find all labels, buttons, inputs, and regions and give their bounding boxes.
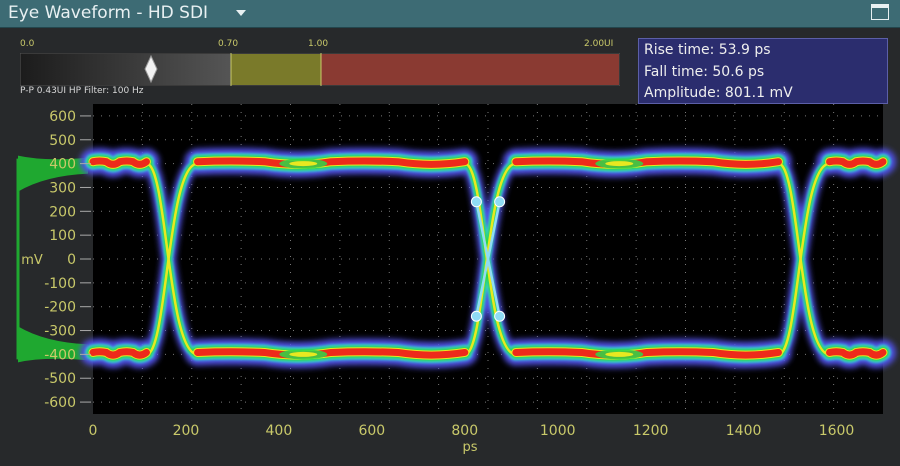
x-tick-label: 600: [358, 423, 385, 439]
x-tick-label: 800: [451, 423, 478, 439]
measurement-box: Rise time: 53.9 ps Fall time: 50.6 ps Am…: [638, 38, 888, 104]
jitter-info: P-P 0.43UI HP Filter: 100 Hz: [20, 86, 144, 96]
y-axis: 600 500 400 300 200 100 0 -100 -200 -300 -400 -500 -…: [44, 109, 91, 411]
y-tick-label: 100: [49, 228, 76, 244]
cursor-handle[interactable]: [470, 196, 482, 208]
x-tick-label: 1000: [540, 423, 576, 439]
fall-time-readout: Fall time: 50.6 ps: [644, 63, 765, 80]
eye-level-trace: [826, 157, 887, 168]
y-tick-label: -300: [44, 324, 76, 340]
eye-level-trace: [826, 348, 887, 359]
y-tick-label: -200: [44, 300, 76, 316]
y-tick-label: -400: [44, 347, 76, 363]
hotspot-core: [289, 161, 318, 167]
level-hotspots: [279, 158, 644, 360]
y-tick-label: 400: [49, 157, 76, 173]
cursor-handle[interactable]: [494, 310, 506, 322]
hotspot-core: [289, 351, 318, 357]
slider-thumb[interactable]: [144, 54, 158, 84]
x-tick-label: 1400: [726, 423, 762, 439]
y-tick-label: 500: [49, 133, 76, 149]
jitter-label-2: 1.00: [308, 39, 329, 49]
fall-cursor-line: [475, 201, 501, 317]
eye-level-trace: [89, 348, 150, 359]
jitter-slider[interactable]: [20, 53, 620, 86]
chevron-down-icon[interactable]: [236, 10, 246, 16]
amplitude-histogram: [16, 155, 88, 363]
measurement-cursors[interactable]: [470, 196, 506, 322]
cursor-handle[interactable]: [470, 310, 482, 322]
histogram-peak-low: [18, 326, 88, 363]
eye-level-trace: [194, 157, 469, 168]
eye-level-trace: [512, 157, 782, 168]
y-tick-label: -100: [44, 276, 76, 292]
hotspot-core: [605, 351, 634, 357]
jitter-label-0: 0.0: [20, 39, 35, 49]
x-axis: 0 200 400 600 800 1000 1200 1400 1600: [89, 423, 855, 439]
x-tick-label: 1200: [633, 423, 669, 439]
slider-zone-fail: [321, 54, 619, 85]
eye-transition-trace: [777, 162, 830, 356]
y-tick-label: -500: [44, 371, 76, 387]
hotspot-core: [605, 161, 634, 167]
histogram-peak-high: [18, 155, 88, 192]
eye-transition-trace: [145, 162, 198, 356]
jitter-label-3: 2.00UI: [584, 39, 614, 49]
eye-level-trace: [512, 348, 782, 359]
eye-traces: [80, 147, 896, 369]
x-tick-label: 1600: [819, 423, 855, 439]
y-tick-label: -600: [44, 395, 76, 411]
y-tick-label: 200: [49, 204, 76, 220]
eye-level-trace: [89, 157, 150, 168]
y-tick-label: 300: [49, 180, 76, 196]
window-title: Eye Waveform - HD SDI: [8, 3, 209, 23]
y-axis-label: mV: [21, 253, 43, 268]
x-tick-label: 200: [173, 423, 200, 439]
jitter-label-1: 0.70: [218, 39, 239, 49]
cursor-handle[interactable]: [494, 196, 506, 208]
y-tick-label: 0: [67, 252, 76, 268]
window-titlebar: Eye Waveform - HD SDI: [0, 0, 900, 28]
slider-track: [21, 54, 231, 85]
x-tick-label: 400: [266, 423, 293, 439]
x-tick-label: 0: [89, 423, 98, 439]
eye-level-trace: [194, 348, 469, 359]
slider-zone-warning: [231, 54, 321, 85]
x-axis-label: ps: [462, 440, 477, 455]
rise-time-readout: Rise time: 53.9 ps: [644, 42, 771, 58]
maximize-icon[interactable]: [871, 4, 889, 20]
trace-layer-4: [89, 157, 887, 359]
y-tick-label: 600: [49, 109, 76, 125]
amplitude-readout: Amplitude: 801.1 mV: [644, 85, 793, 101]
